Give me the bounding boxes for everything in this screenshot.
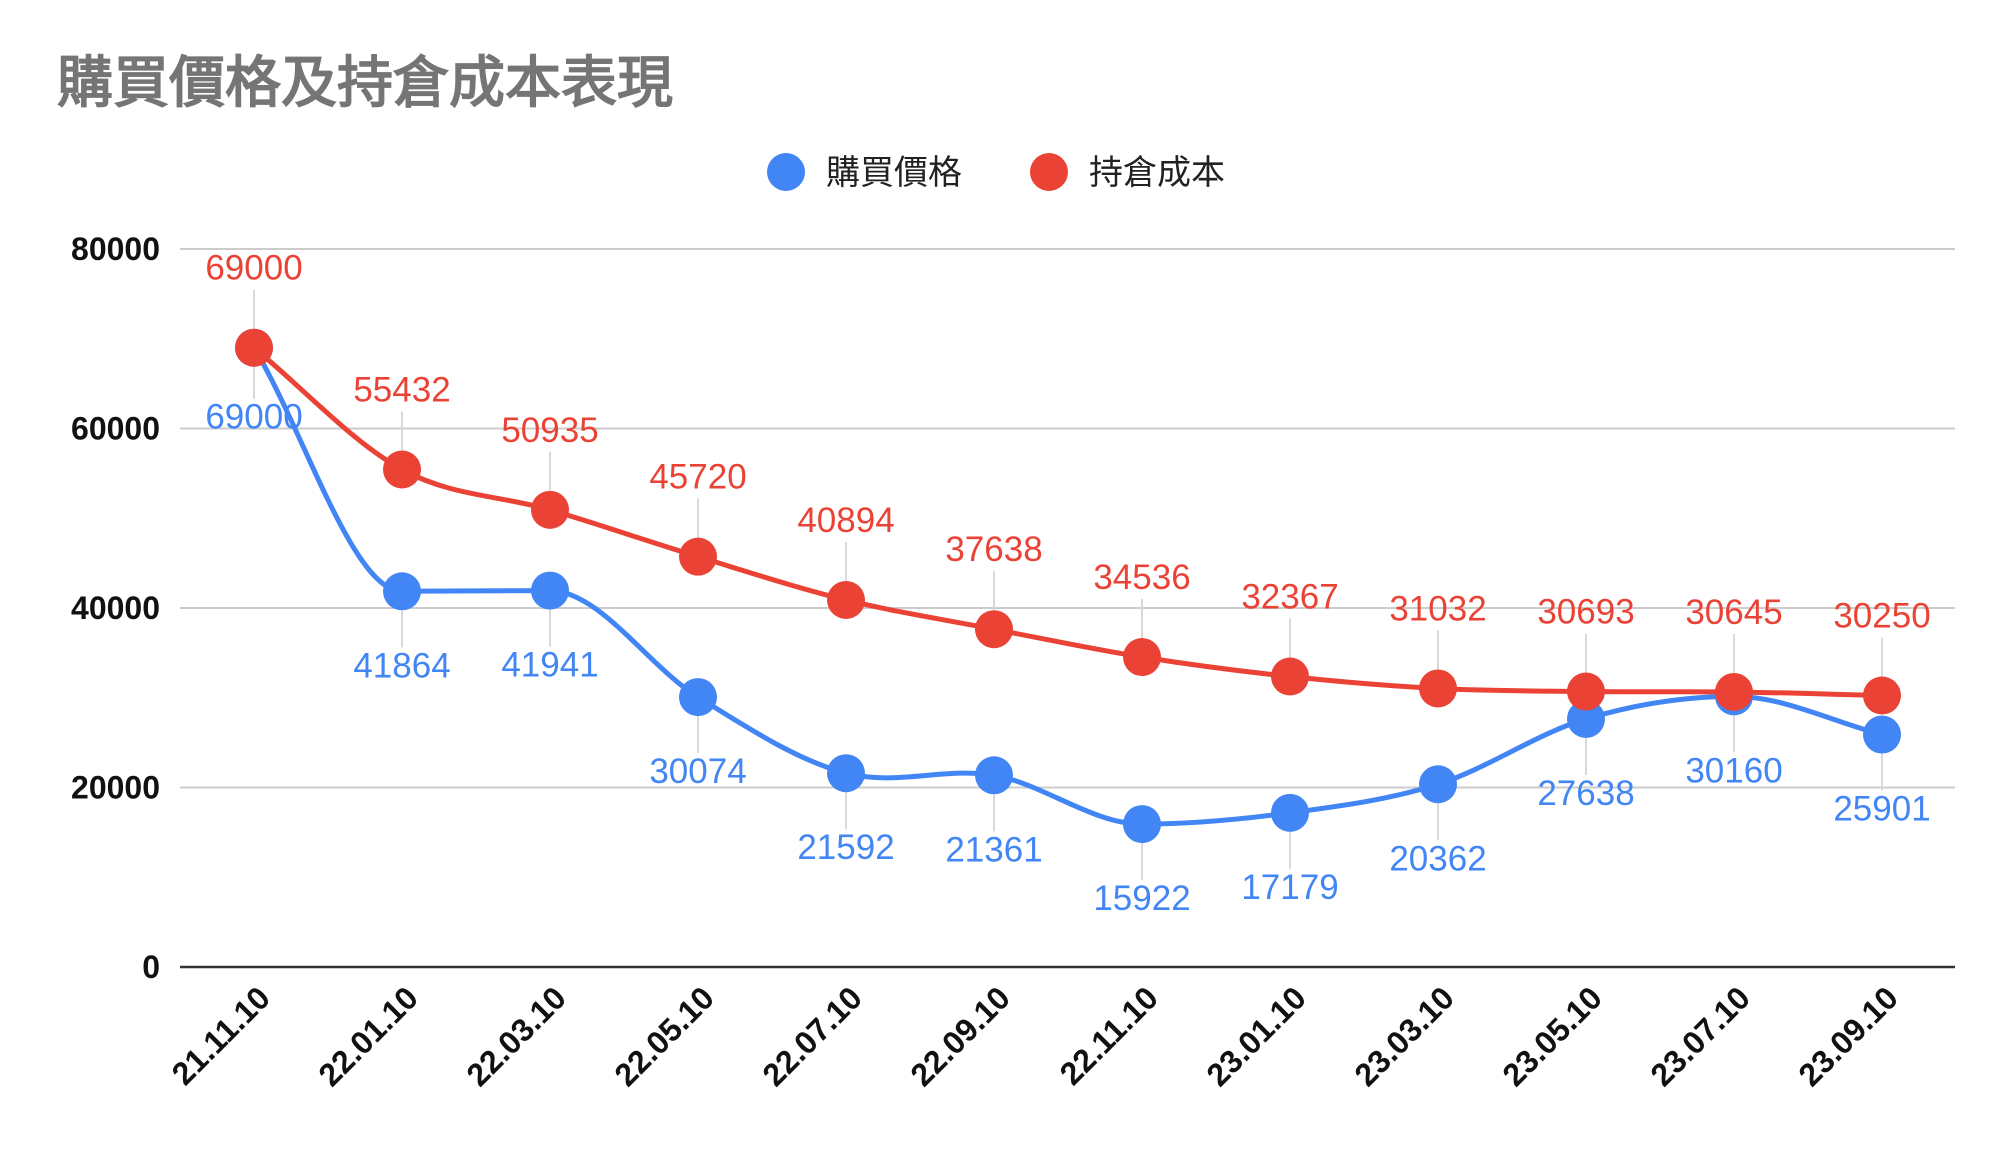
data-point-holding-cost	[1123, 638, 1161, 677]
y-tick-label: 80000	[71, 231, 160, 267]
chart-title: 購買價格及持倉成本表現	[57, 51, 673, 116]
data-point-purchase-price	[975, 756, 1013, 795]
x-tick-label: 23.03.10	[1347, 979, 1461, 1093]
x-tick-label: 22.07.10	[755, 979, 869, 1093]
data-label-holding-cost: 45720	[649, 458, 746, 497]
data-point-purchase-price	[827, 754, 865, 793]
legend-marker-purchase-price	[767, 153, 805, 191]
series-line-holding-cost	[252, 345, 1883, 699]
y-tick-label: 40000	[71, 590, 160, 626]
data-label-purchase-price: 30160	[1685, 751, 1782, 790]
data-point-holding-cost	[1715, 672, 1753, 711]
data-point-purchase-price	[531, 571, 569, 610]
data-point-purchase-price	[679, 678, 717, 717]
data-point-purchase-price	[1419, 765, 1457, 804]
data-label-holding-cost: 32367	[1241, 578, 1338, 617]
data-label-purchase-price: 25901	[1833, 790, 1930, 829]
data-label-purchase-price: 41941	[501, 646, 598, 685]
data-point-purchase-price	[1863, 715, 1901, 754]
data-label-holding-cost: 30250	[1833, 597, 1930, 636]
x-tick-label: 23.07.10	[1643, 979, 1757, 1093]
data-point-holding-cost	[975, 610, 1013, 649]
data-label-holding-cost: 30645	[1685, 593, 1782, 632]
data-label-purchase-price: 20362	[1389, 839, 1486, 878]
data-label-holding-cost: 40894	[797, 501, 894, 540]
data-label-holding-cost: 30693	[1537, 593, 1634, 632]
data-label-holding-cost: 55432	[353, 370, 450, 409]
legend-label-purchase-price: 購買價格	[826, 153, 962, 193]
legend-marker-holding-cost	[1030, 153, 1068, 191]
data-label-purchase-price: 27638	[1537, 774, 1634, 813]
legend-label-holding-cost: 持倉成本	[1089, 153, 1225, 193]
data-label-purchase-price: 17179	[1241, 868, 1338, 907]
x-tick-label: 22.05.10	[607, 979, 721, 1093]
x-tick-label: 23.09.10	[1791, 979, 1905, 1093]
label-leaders	[253, 289, 1883, 881]
data-labels: 69000 55432 50935 45720 40894 37638 34536 32367…	[205, 249, 1930, 918]
data-label-holding-cost: 31032	[1389, 589, 1486, 628]
x-tick-label: 23.05.10	[1495, 979, 1609, 1093]
data-point-holding-cost	[531, 490, 569, 529]
data-label-purchase-price: 15922	[1093, 879, 1190, 918]
data-label-holding-cost: 69000	[205, 249, 302, 288]
data-point-holding-cost	[1567, 672, 1605, 711]
data-point-holding-cost	[1419, 669, 1457, 708]
series-line-purchase-price	[251, 346, 1883, 827]
data-point-purchase-price	[1567, 699, 1605, 738]
data-label-holding-cost: 34536	[1093, 558, 1190, 597]
data-point-purchase-price	[383, 572, 421, 611]
data-label-purchase-price: 21361	[945, 830, 1042, 869]
data-point-holding-cost	[1863, 676, 1901, 715]
x-tick-label: 22.03.10	[459, 979, 573, 1093]
data-point-holding-cost	[827, 580, 865, 619]
data-point-holding-cost	[1271, 657, 1309, 696]
x-tick-label: 21.11.10	[165, 979, 277, 1091]
data-label-purchase-price: 21592	[797, 828, 894, 867]
data-point-purchase-price	[1271, 793, 1309, 832]
data-label-holding-cost: 50935	[501, 411, 598, 450]
data-label-purchase-price: 30074	[649, 752, 746, 791]
y-axis: 0 20000 40000 60000 80000	[71, 231, 160, 985]
y-tick-label: 0	[142, 949, 160, 985]
data-label-holding-cost: 37638	[945, 530, 1042, 569]
data-point-holding-cost	[679, 537, 717, 576]
grid	[180, 248, 1955, 969]
data-label-purchase-price: 69000	[205, 398, 302, 437]
series	[235, 328, 1901, 844]
data-point-holding-cost	[383, 450, 421, 489]
x-axis: 21.11.10 22.01.10 22.03.10 22.05.10 22.07.10…	[165, 979, 1905, 1093]
x-tick-label: 22.01.10	[311, 979, 425, 1093]
y-tick-label: 60000	[71, 411, 160, 447]
legend: 購買價格 持倉成本	[767, 153, 1225, 193]
y-tick-label: 20000	[71, 770, 160, 806]
data-point-holding-cost	[235, 328, 273, 367]
data-point-purchase-price	[1123, 805, 1161, 844]
data-label-purchase-price: 41864	[353, 646, 450, 685]
x-tick-label: 22.11.10	[1053, 979, 1165, 1091]
x-tick-label: 22.09.10	[903, 979, 1017, 1093]
x-tick-label: 23.01.10	[1199, 979, 1313, 1093]
